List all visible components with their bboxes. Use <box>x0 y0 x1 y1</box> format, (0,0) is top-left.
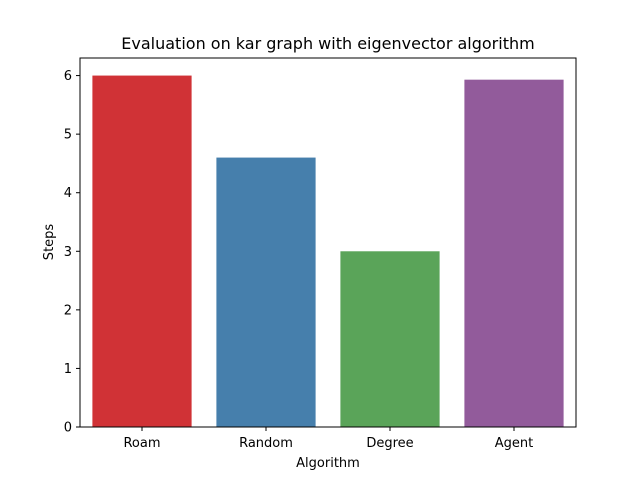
y-axis-label: Steps <box>42 224 57 261</box>
y-tick-label: 2 <box>64 303 72 318</box>
y-tick-label: 4 <box>64 186 72 201</box>
x-tick-label: Agent <box>495 436 533 451</box>
bar-random <box>216 157 316 428</box>
bar-agent <box>464 79 564 428</box>
plot-frame <box>79 57 577 428</box>
y-tick-label: 5 <box>64 128 72 143</box>
bar-degree <box>340 251 440 427</box>
y-tick-label: 3 <box>64 245 72 260</box>
chart-title: Evaluation on kar graph with eigenvector… <box>121 34 534 53</box>
y-tick-label: 0 <box>64 421 72 436</box>
y-tick-label: 6 <box>64 69 72 84</box>
y-tick-label: 1 <box>64 362 72 377</box>
x-axis-ticks: Roam Random Degree Agent <box>123 427 533 451</box>
x-tick-label: Random <box>239 436 293 451</box>
bar-roam <box>92 75 192 428</box>
x-tick-label: Roam <box>123 436 160 451</box>
x-axis-label: Algorithm <box>296 456 360 471</box>
bars-group <box>92 75 564 428</box>
y-axis-ticks: 0 1 2 3 4 5 6 <box>64 69 80 436</box>
x-tick-label: Degree <box>366 436 413 451</box>
